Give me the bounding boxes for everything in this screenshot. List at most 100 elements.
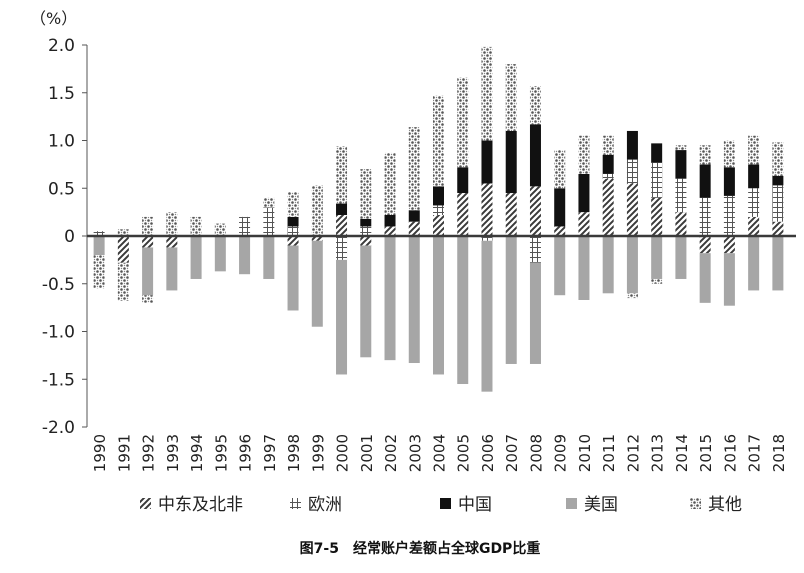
bar-segment-solid-gray-2000	[336, 259, 348, 375]
bar-segment-diag-hatch-2004	[433, 214, 444, 236]
x-tick-label: 2010	[576, 434, 594, 472]
x-tick-label: 2014	[673, 434, 691, 472]
bar-segment-cross-grid-1997	[263, 207, 275, 236]
x-tick-label: 2013	[649, 434, 667, 472]
bar-segment-neg-other-dots-1990	[93, 255, 105, 289]
x-tick-label: 2008	[528, 434, 546, 472]
bar-segment-solid-gray-2006	[481, 240, 493, 392]
x-tick-label: 1999	[309, 434, 327, 472]
bar-segment-diag-hatch-2016	[723, 236, 735, 254]
bar-segment-solid-gray-2015	[699, 253, 711, 303]
bar-segment-solid-gray-2009	[554, 236, 566, 296]
bar-segment-solid-black-2014	[675, 150, 687, 179]
bar-segment-dot-pattern-2000	[336, 146, 348, 204]
bar-segment-solid-gray-2010	[578, 236, 590, 300]
legend-label: 其他	[708, 495, 742, 515]
bar-segment-solid-gray-1992	[142, 247, 154, 296]
bar-segment-cross-grid-2008	[529, 236, 541, 263]
bar-segment-solid-gray-2008	[529, 262, 541, 364]
bar-segment-diag-hatch-1998	[287, 236, 299, 246]
bar-segment-neg-other-dots-2012	[626, 293, 638, 299]
bar-segment-solid-gray-1990	[93, 236, 105, 256]
bar-segment-dot-pattern-2002	[384, 152, 396, 215]
bar-segment-dot-pattern-1994	[190, 216, 202, 236]
bar-segment-solid-black-1998	[287, 216, 299, 227]
x-tick-label: 2012	[624, 434, 642, 472]
bar-segment-solid-black-2016	[723, 167, 735, 196]
bar-segment-solid-gray-1998	[287, 245, 299, 311]
bar-segment-cross-grid-1996	[239, 216, 251, 236]
x-tick-label: 1995	[212, 434, 230, 472]
y-tick-label: 0	[64, 227, 75, 247]
x-tick-label: 1998	[285, 434, 303, 472]
bar-segment-dot-pattern-1999	[311, 185, 323, 236]
bar-segment-cross-grid-1998	[287, 226, 299, 236]
legend-swatch-dot-pattern	[690, 498, 701, 509]
bar-segment-diag-hatch-2018	[772, 221, 784, 236]
bar-segment-dot-pattern-2017	[748, 135, 760, 165]
bar-segment-diag-hatch-1999	[311, 236, 323, 241]
bar-segment-diag-hatch-1993	[166, 236, 178, 248]
bar-segment-solid-gray-2011	[602, 236, 614, 294]
legend-swatch-solid-black	[440, 498, 451, 509]
bar-segment-cross-grid-2006	[481, 236, 493, 241]
bar-segment-diag-hatch-2017	[748, 216, 760, 236]
bar-segment-diag-hatch-1991	[117, 236, 129, 263]
bar-segment-solid-gray-1995	[214, 236, 226, 272]
y-tick-label: -2.0	[42, 418, 75, 438]
bars-group	[93, 46, 784, 392]
bar-segment-cross-grid-1990	[93, 231, 105, 236]
x-tick-label: 2016	[721, 434, 739, 472]
bar-segment-solid-gray-2003	[408, 236, 420, 364]
y-tick-label: -0.5	[42, 275, 75, 295]
bar-segment-cross-grid-2016	[723, 195, 735, 236]
x-tick-label: 1992	[140, 434, 158, 472]
bar-segment-cross-grid-2004	[433, 205, 444, 215]
bar-segment-cross-grid-2015	[699, 197, 711, 236]
bar-segment-solid-black-2009	[554, 188, 566, 227]
x-tick-label: 2001	[358, 434, 376, 472]
bar-segment-solid-black-2001	[360, 218, 372, 227]
x-axis: 1990 1991 1992 1993 1994 1995 1996 1997 1998 1999…	[91, 434, 788, 472]
legend-swatch-cross-grid	[290, 498, 301, 509]
legend-swatch-diag-hatch	[140, 498, 151, 509]
legend-label: 中东及北非	[158, 495, 243, 515]
bar-segment-diag-hatch-2009	[554, 226, 566, 236]
bar-segment-solid-black-2006	[481, 140, 493, 184]
x-tick-label: 2006	[479, 434, 497, 472]
x-tick-label: 2005	[455, 434, 473, 472]
bar-segment-dot-pattern-1993	[166, 212, 178, 237]
bar-segment-diag-hatch-2011	[602, 178, 614, 236]
bar-segment-diag-hatch-2015	[699, 236, 711, 254]
bar-segment-solid-black-2007	[505, 130, 517, 194]
bar-segment-solid-black-2013	[651, 143, 663, 163]
bar-segment-solid-black-2004	[433, 186, 444, 206]
y-axis: 2.0 1.5 1.0 0.5 0 -0.5 -1.0 -1.5 -2.0	[42, 36, 88, 438]
bar-segment-diag-hatch-2008	[529, 186, 541, 236]
bar-segment-diag-hatch-2000	[336, 214, 348, 236]
x-tick-label: 2017	[746, 434, 764, 472]
x-tick-label: 2003	[406, 434, 424, 472]
unit-label: （%）	[30, 9, 77, 28]
bar-segment-diag-hatch-2001	[360, 236, 372, 246]
bar-segment-solid-gray-2001	[360, 245, 372, 358]
bar-segment-neg-other-dots-1991	[117, 262, 129, 301]
y-tick-label: 2.0	[48, 36, 75, 56]
bar-segment-diag-hatch-2003	[408, 221, 420, 236]
bar-segment-dot-pattern-2014	[675, 145, 687, 151]
bar-segment-solid-gray-2014	[675, 236, 687, 279]
x-tick-label: 2009	[552, 434, 570, 472]
bar-segment-solid-gray-2007	[505, 236, 517, 364]
bar-segment-solid-black-2017	[748, 164, 760, 189]
bar-segment-solid-gray-2013	[651, 236, 663, 279]
x-tick-label: 2002	[382, 434, 400, 472]
bar-segment-cross-grid-2001	[360, 226, 372, 236]
x-tick-label: 1991	[115, 434, 133, 472]
bar-segment-solid-gray-2017	[748, 236, 760, 291]
bar-segment-solid-gray-2018	[772, 236, 784, 291]
bar-segment-dot-pattern-2015	[699, 145, 711, 165]
bar-segment-solid-gray-2002	[384, 236, 396, 361]
bar-segment-neg-other-dots-2013	[651, 278, 663, 284]
